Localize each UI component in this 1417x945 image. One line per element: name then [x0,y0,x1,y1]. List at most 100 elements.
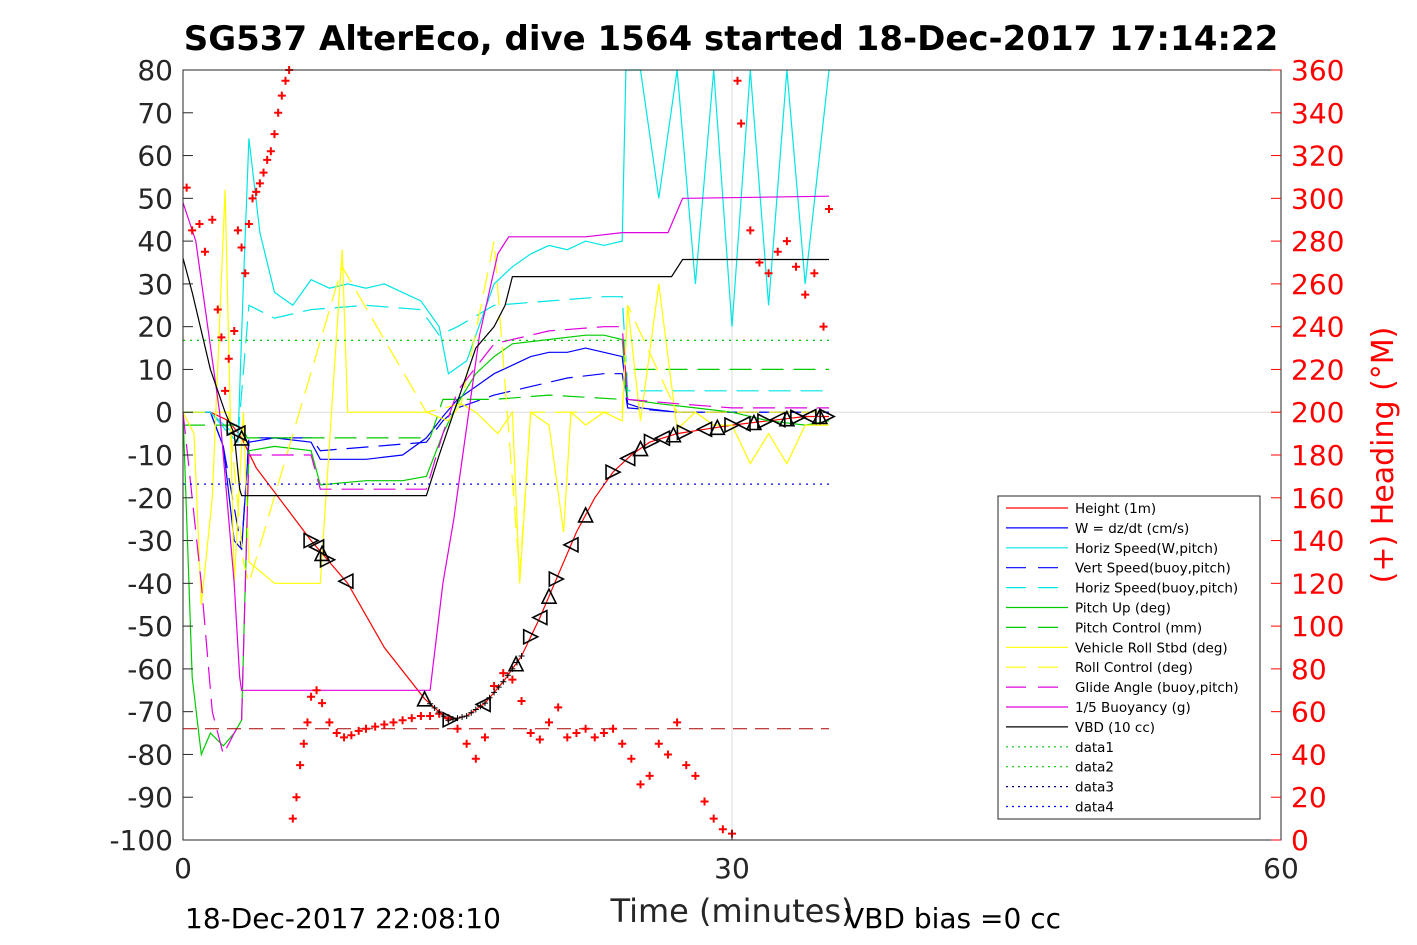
y-right-tick-label: 20 [1291,781,1327,814]
height-marker [643,433,661,450]
height-point [518,653,525,660]
heading-point [746,226,755,235]
heading-point [590,733,599,742]
height-marker [790,409,807,426]
height-marker [819,408,836,425]
heading-point [354,726,363,735]
height-point [468,709,475,716]
legend-label-pitch-control-mm: Pitch Control (mm) [1075,620,1202,636]
heading-point [248,194,257,203]
height-point [477,703,484,710]
y-left-tick-label: 50 [137,182,173,215]
legend-label-height-1m: Height (1m) [1075,501,1156,517]
height-point [513,659,520,666]
y-right-tick-label: 360 [1291,54,1344,87]
y-left-tick-label: 0 [155,396,173,429]
y-right-tick-label: 260 [1291,268,1344,301]
heading-point [389,718,398,727]
heading-point [195,220,204,228]
heading-point [627,754,636,763]
heading-point [217,333,226,342]
height-marker [548,570,566,588]
legend-label-w-dz-dt-cm-s: W = dz/dt (cm/s) [1075,521,1189,537]
height-point [427,700,434,707]
series-vbd-10-cc [182,258,829,497]
y-left-tick-label: 20 [137,311,173,344]
height-marker [474,696,491,713]
legend-label-pitch-up-deg: Pitch Up (deg) [1075,601,1171,617]
heading-point [299,739,308,748]
y-right-tick-label: 0 [1291,824,1309,857]
height-marker [618,450,636,467]
heading-point [471,754,480,763]
legend-label-vbd-10-cc: VBD (10 cc) [1075,720,1155,736]
y-left-tick-label: 80 [137,54,173,87]
heading-point [347,731,356,740]
height-point [486,694,493,701]
height-marker [233,429,250,446]
heading-point [213,305,222,314]
heading-point [398,716,407,725]
y-left-tick-label: 10 [137,353,173,386]
height-marker [303,532,320,549]
heading-point [266,147,275,156]
x-tick-label: 60 [1263,852,1299,885]
y-right-tick-label: 60 [1291,696,1327,729]
heading-point [244,220,253,228]
heading-point [241,269,250,278]
heading-point [480,733,489,742]
height-marker [307,538,325,556]
heading-point [303,718,312,727]
heading-point [380,720,389,729]
legend-label-data3: data3 [1075,780,1114,796]
heading-point [462,739,471,748]
heading-point [252,187,261,196]
heading-point [416,711,425,720]
height-marker [768,411,786,429]
heading-point [636,780,645,789]
heading-point [700,797,709,806]
heading-point [281,76,290,85]
heading-point [188,226,197,235]
heading-point [237,243,246,252]
heading-point [581,724,590,733]
heading-point [224,354,233,363]
heading-point [255,179,264,188]
y-left-tick-label: 60 [137,140,173,173]
height-point [436,708,443,715]
legend-label-vert-speed-buoy-pitch: Vert Speed(buoy,pitch) [1075,561,1231,577]
series-glide-angle-buoy-pitch [182,326,829,757]
y-right-tick-label: 160 [1291,482,1344,515]
y-left-tick-label: -60 [127,653,173,686]
heading-point [654,739,663,748]
heading-point [274,108,283,117]
height-marker [695,421,713,438]
heading-point [819,322,828,331]
legend-label-data2: data2 [1075,760,1114,776]
footer-timestamp: 18-Dec-2017 22:08:10 [185,902,501,935]
y-left-tick-label: -10 [127,439,173,472]
legend-label-glide-angle-buoy-pitch: Glide Angle (buoy,pitch) [1075,680,1239,696]
heading-point [691,771,700,780]
height-marker [531,609,548,626]
heading-point [499,669,508,678]
series-1-5-buoyancy-g [182,195,830,691]
heading-point [277,91,286,100]
height-point [440,713,447,720]
heading-point [545,718,553,727]
heading-point [426,711,435,720]
heading-point [755,258,764,267]
heading-point [663,750,672,759]
height-point [509,665,516,672]
height-markers [226,407,836,729]
legend-label-horiz-speed-buoy-pitch: Horiz Speed(buoy,pitch) [1075,581,1238,597]
footer-vbd-bias: VBD bias =0 cc [845,902,1061,935]
heading-point [718,825,727,834]
height-point [495,684,502,691]
height-marker [653,429,671,447]
heading-point [782,237,791,246]
height-marker [313,544,331,562]
y-left-tick-label: -20 [127,482,173,515]
heading-point [572,729,581,738]
